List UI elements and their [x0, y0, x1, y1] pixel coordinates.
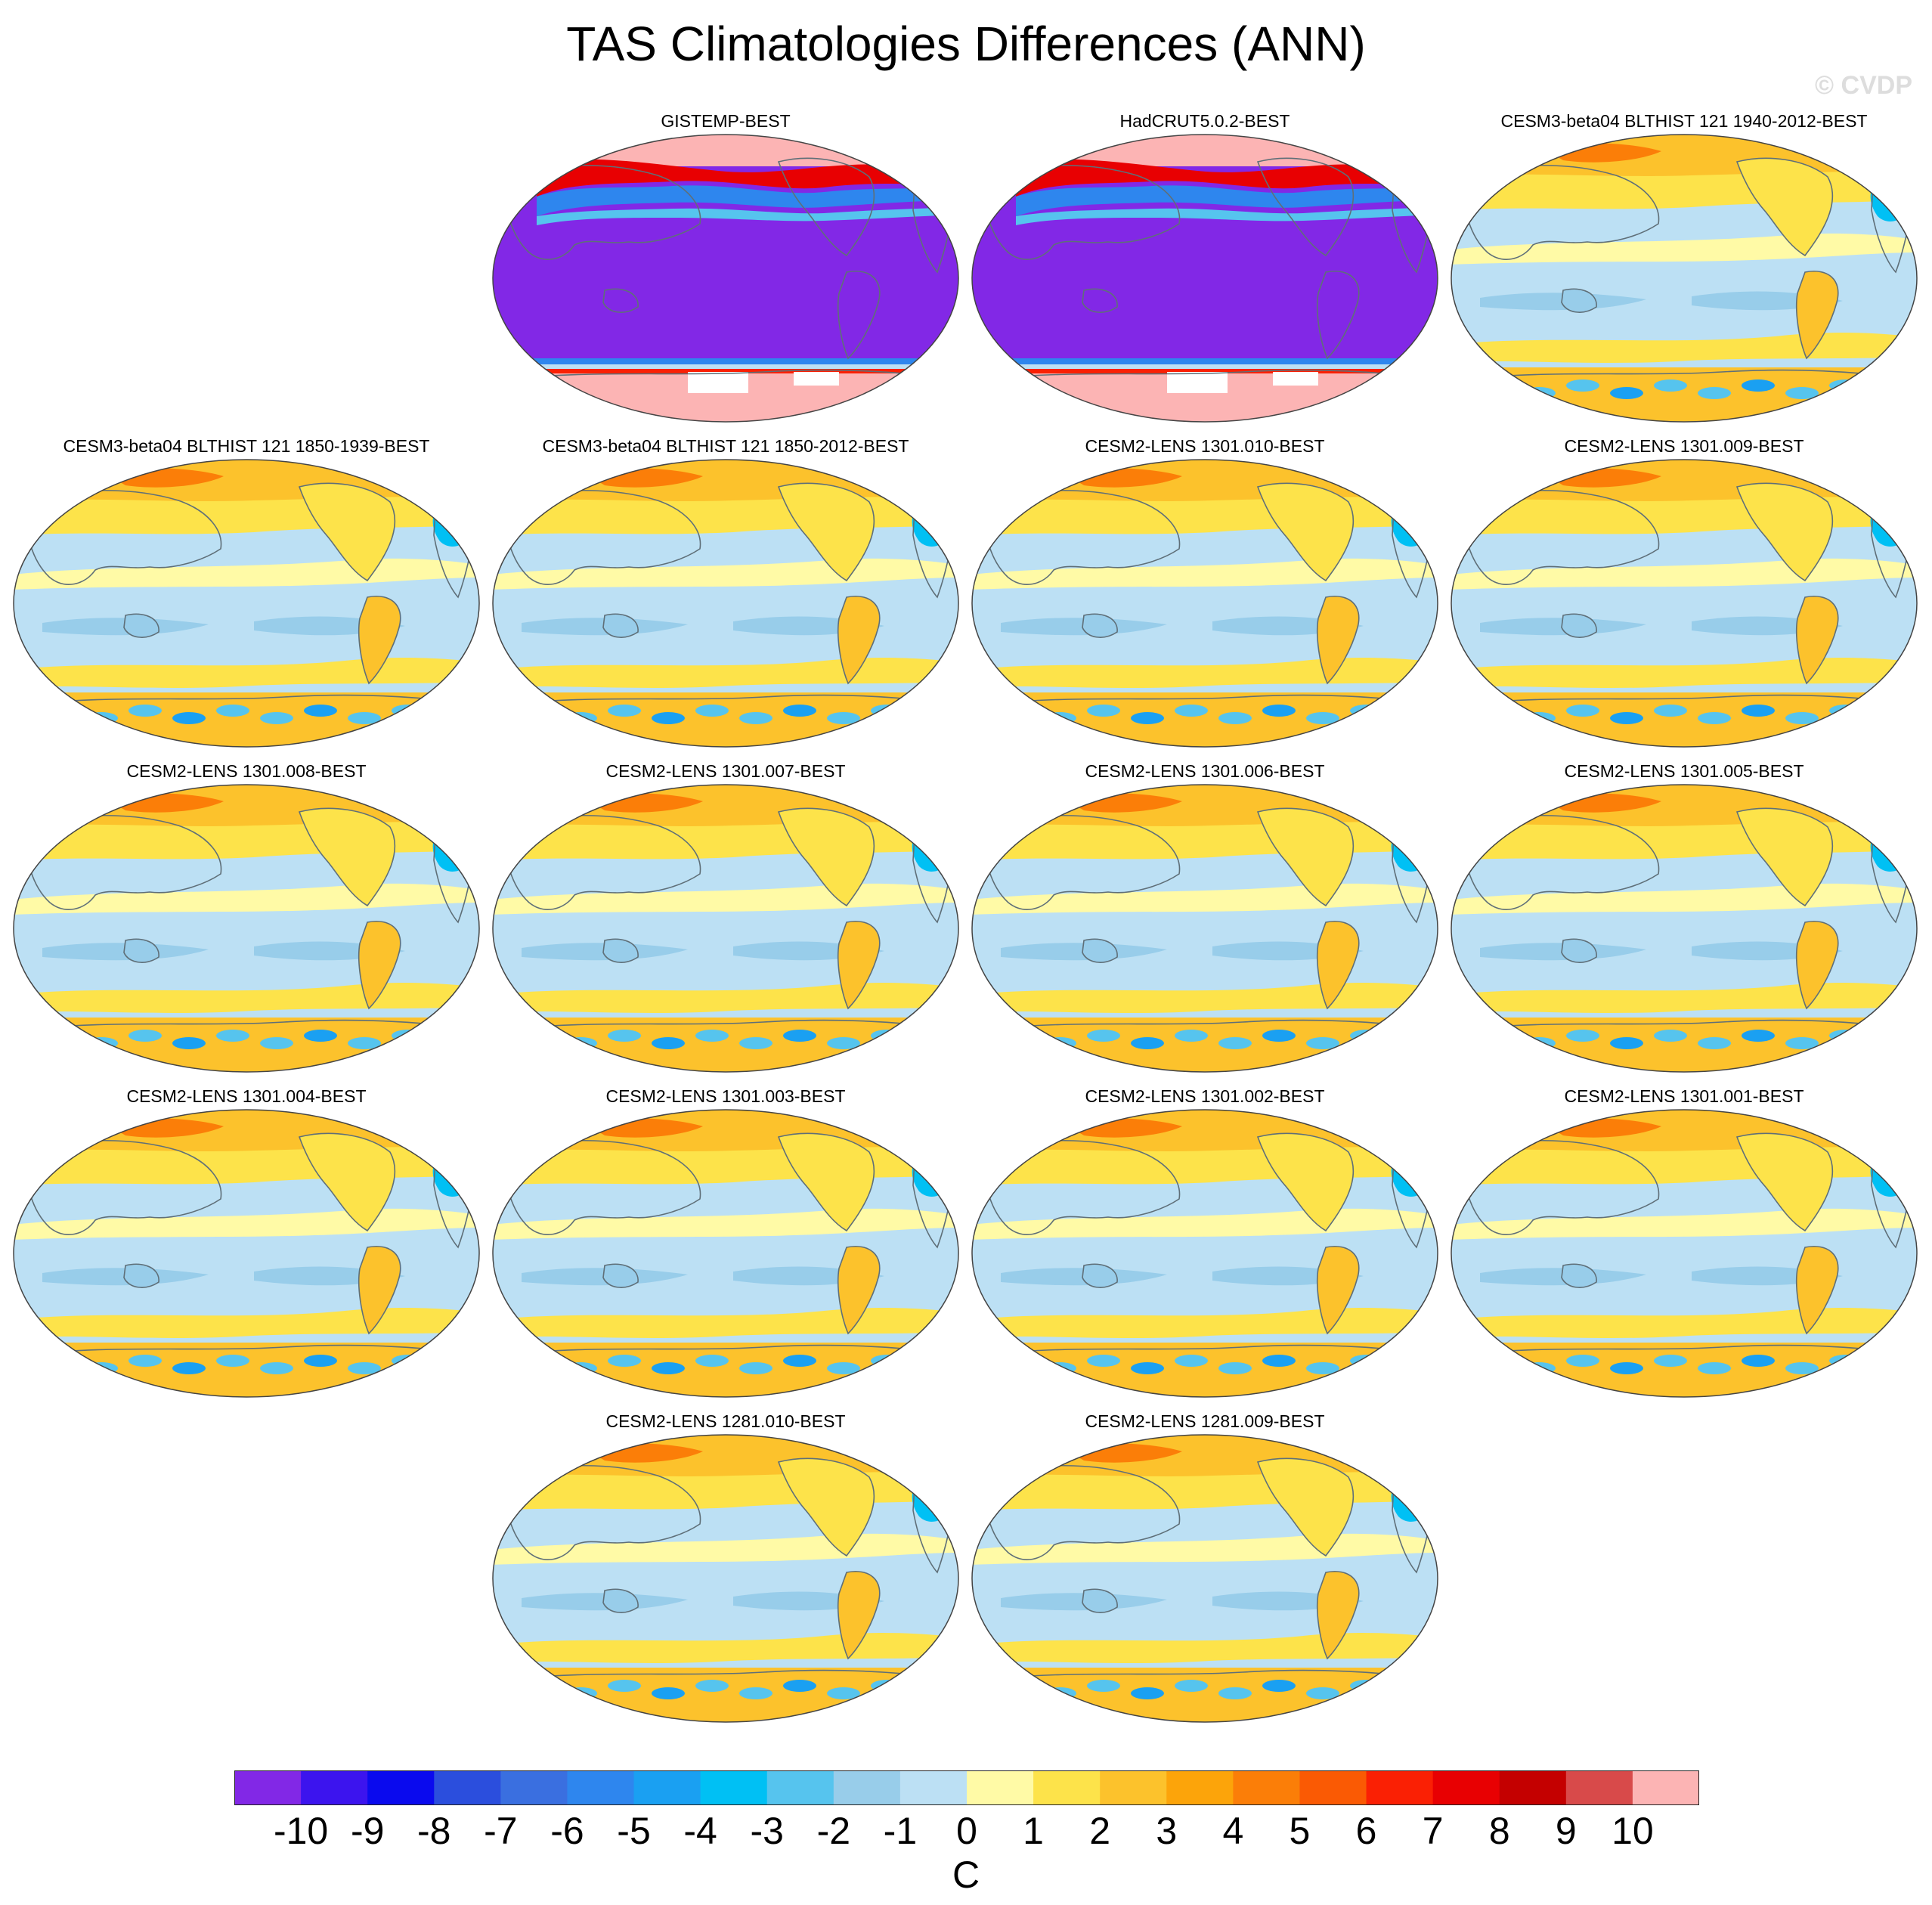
colorbar — [234, 1770, 1699, 1805]
colorbar-swatch — [234, 1770, 302, 1805]
robinson-map — [971, 459, 1438, 748]
colorbar-tick-label: -9 — [350, 1810, 385, 1852]
map-panel: CESM2-LENS 1301.004-BEST — [12, 1086, 481, 1403]
panel-title: CESM2-LENS 1301.006-BEST — [1085, 761, 1325, 781]
robinson-map — [13, 459, 480, 748]
panel-title: GISTEMP-BEST — [661, 111, 791, 131]
robinson-map — [1451, 784, 1918, 1073]
colorbar-swatch — [700, 1770, 768, 1805]
robinson-map — [971, 1109, 1438, 1398]
colorbar-swatch — [633, 1770, 701, 1805]
colorbar-units: C — [952, 1854, 980, 1896]
panel-title: CESM3-beta04 BLTHIST 121 1940-2012-BEST — [1500, 111, 1868, 131]
colorbar-tick-label: 0 — [956, 1810, 977, 1852]
colorbar-tick-label: 4 — [1222, 1810, 1244, 1852]
colorbar-swatch — [899, 1770, 968, 1805]
colorbar-tick-label: 5 — [1289, 1810, 1311, 1852]
robinson-map — [1451, 134, 1918, 423]
panel-title: CESM3-beta04 BLTHIST 121 1850-1939-BEST — [63, 436, 430, 456]
panel-title: CESM2-LENS 1301.001-BEST — [1564, 1086, 1804, 1106]
colorbar-tick-label: -10 — [273, 1810, 329, 1852]
colorbar-swatch — [367, 1770, 435, 1805]
panel-title: CESM2-LENS 1301.008-BEST — [126, 761, 367, 781]
panel-title: CESM2-LENS 1301.007-BEST — [605, 761, 846, 781]
colorbar-swatch — [1299, 1770, 1367, 1805]
robinson-map — [971, 1434, 1438, 1723]
panel-title: CESM2-LENS 1301.003-BEST — [605, 1086, 846, 1106]
colorbar-tick-label: 1 — [1023, 1810, 1044, 1852]
map-panel: CESM2-LENS 1301.007-BEST — [491, 760, 960, 1078]
robinson-map — [492, 459, 959, 748]
map-panel: CESM2-LENS 1301.002-BEST — [971, 1086, 1439, 1403]
colorbar-swatch — [301, 1770, 368, 1805]
cvdp-watermark: © CVDP — [1815, 71, 1912, 100]
colorbar-tick-label: 2 — [1089, 1810, 1111, 1852]
panel-title: CESM2-LENS 1301.010-BEST — [1085, 436, 1325, 456]
map-panel: CESM2-LENS 1301.006-BEST — [971, 760, 1439, 1078]
colorbar-tick-label: 9 — [1555, 1810, 1577, 1852]
colorbar-swatch — [1166, 1770, 1234, 1805]
colorbar-tick-label: 3 — [1156, 1810, 1178, 1852]
map-panel: HadCRUT5.0.2-BEST — [971, 110, 1439, 428]
map-panel: CESM2-LENS 1281.009-BEST — [971, 1411, 1439, 1728]
map-panel: CESM2-LENS 1281.010-BEST — [491, 1411, 960, 1728]
map-panel: CESM2-LENS 1301.005-BEST — [1450, 760, 1918, 1078]
colorbar-tick-label: -6 — [550, 1810, 584, 1852]
map-panel: CESM2-LENS 1301.008-BEST — [12, 760, 481, 1078]
robinson-map — [492, 1109, 959, 1398]
panel-title: CESM2-LENS 1301.005-BEST — [1564, 761, 1804, 781]
colorbar-swatch — [1033, 1770, 1101, 1805]
robinson-map — [1451, 459, 1918, 748]
colorbar-swatch — [766, 1770, 834, 1805]
colorbar-swatch — [1100, 1770, 1167, 1805]
colorbar-swatch — [1565, 1770, 1633, 1805]
panel-title: CESM2-LENS 1281.009-BEST — [1085, 1411, 1325, 1431]
colorbar-tick-label: -3 — [750, 1810, 784, 1852]
robinson-map — [13, 1109, 480, 1398]
colorbar-swatch — [567, 1770, 635, 1805]
colorbar-swatch — [833, 1770, 901, 1805]
colorbar-swatch — [1366, 1770, 1434, 1805]
colorbar-swatch — [434, 1770, 501, 1805]
map-panel: CESM2-LENS 1301.003-BEST — [491, 1086, 960, 1403]
colorbar-swatch — [1632, 1770, 1699, 1805]
panel-title: CESM2-LENS 1301.004-BEST — [126, 1086, 367, 1106]
colorbar-tick-label: 8 — [1488, 1810, 1510, 1852]
colorbar-tick-label: -7 — [484, 1810, 518, 1852]
colorbar-swatches — [234, 1770, 1699, 1805]
map-panel: CESM3-beta04 BLTHIST 121 1850-1939-BEST — [12, 435, 481, 753]
colorbar-tick-label: -2 — [816, 1810, 851, 1852]
colorbar-swatch — [1499, 1770, 1567, 1805]
robinson-map — [971, 784, 1438, 1073]
robinson-map — [492, 1434, 959, 1723]
panel-title: CESM2-LENS 1301.002-BEST — [1085, 1086, 1325, 1106]
map-panel: CESM2-LENS 1301.001-BEST — [1450, 1086, 1918, 1403]
robinson-map — [492, 784, 959, 1073]
robinson-map — [1451, 1109, 1918, 1398]
colorbar-tick-label: -5 — [617, 1810, 651, 1852]
colorbar-tick-label: -8 — [417, 1810, 451, 1852]
colorbar-tick-label: 6 — [1355, 1810, 1377, 1852]
figure-title: TAS Climatologies Differences (ANN) — [566, 17, 1366, 71]
colorbar-swatch — [967, 1770, 1034, 1805]
robinson-map — [492, 134, 959, 423]
colorbar-swatch — [1233, 1770, 1301, 1805]
map-panel: GISTEMP-BEST — [491, 110, 960, 428]
map-panel: CESM3-beta04 BLTHIST 121 1940-2012-BEST — [1450, 110, 1918, 428]
robinson-map — [13, 784, 480, 1073]
colorbar-tick-label: 10 — [1612, 1810, 1654, 1852]
colorbar-swatch — [500, 1770, 568, 1805]
colorbar-tick-label: -4 — [683, 1810, 717, 1852]
map-panel: CESM2-LENS 1301.010-BEST — [971, 435, 1439, 753]
panel-title: HadCRUT5.0.2-BEST — [1119, 111, 1290, 131]
robinson-map — [971, 134, 1438, 423]
colorbar-swatch — [1432, 1770, 1500, 1805]
map-panel: CESM3-beta04 BLTHIST 121 1850-2012-BEST — [491, 435, 960, 753]
panel-title: CESM3-beta04 BLTHIST 121 1850-2012-BEST — [542, 436, 909, 456]
colorbar-tick-label: -1 — [883, 1810, 918, 1852]
panel-title: CESM2-LENS 1301.009-BEST — [1564, 436, 1804, 456]
map-panel: CESM2-LENS 1301.009-BEST — [1450, 435, 1918, 753]
panel-title: CESM2-LENS 1281.010-BEST — [605, 1411, 846, 1431]
colorbar-tick-label: 7 — [1422, 1810, 1444, 1852]
